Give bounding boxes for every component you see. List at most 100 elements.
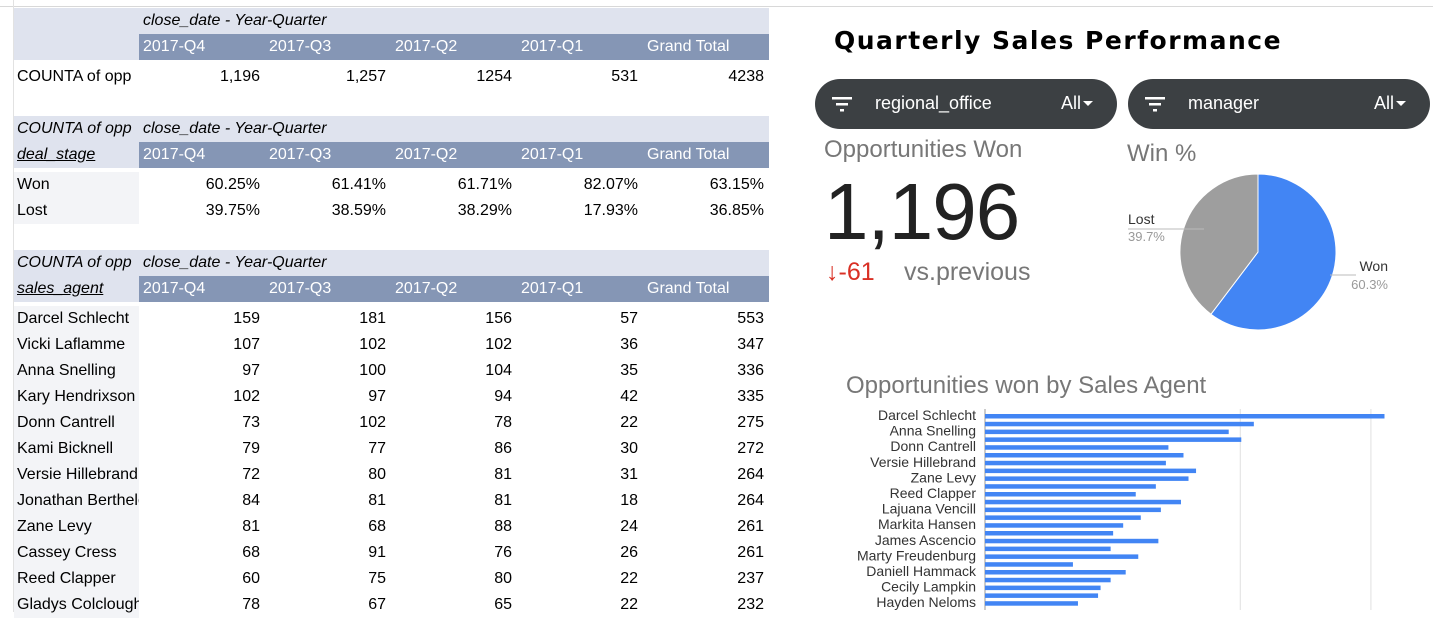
pivot1-q-2[interactable]: 2017-Q3 — [265, 34, 391, 60]
pivot3-row-label[interactable]: Anna Snelling — [14, 358, 139, 384]
pivot2-columns-label[interactable]: close_date - Year-Quarter — [139, 116, 769, 142]
pivot3-row-label[interactable]: Vicki Laflamme — [14, 332, 139, 358]
pivot3-q-5[interactable]: Grand Total — [643, 276, 769, 302]
pivot3-row-label[interactable]: Zane Levy — [14, 514, 139, 540]
pivot3-value[interactable]: 107 — [233, 336, 260, 353]
pivot3-value[interactable]: 24 — [620, 518, 638, 535]
pivot3-value[interactable]: 80 — [494, 570, 512, 587]
pivot3-value[interactable]: 22 — [620, 596, 638, 613]
pivot3-value[interactable]: 57 — [620, 310, 638, 327]
pivot1-value[interactable]: 4238 — [728, 68, 764, 85]
pivot2-row-label[interactable]: Won — [14, 172, 139, 198]
pivot3-value[interactable]: 181 — [359, 310, 386, 327]
pivot2-value[interactable]: 36.85% — [709, 202, 764, 219]
pivot3-row-header[interactable]: sales_agent — [14, 276, 139, 302]
pivot3-value[interactable]: 81 — [242, 518, 260, 535]
pivot2-value[interactable]: 17.93% — [583, 202, 638, 219]
pivot3-q-1[interactable]: 2017-Q4 — [139, 276, 265, 302]
pivot3-value[interactable]: 26 — [620, 544, 638, 561]
pivot3-value[interactable]: 97 — [368, 388, 386, 405]
pivot3-value[interactable]: 275 — [737, 414, 764, 431]
filter-regional-office[interactable]: regional_office All — [815, 79, 1117, 129]
pivot2-row-label[interactable]: Lost — [14, 198, 139, 224]
pivot1-q-3[interactable]: 2017-Q2 — [391, 34, 517, 60]
pivot3-value[interactable]: 347 — [737, 336, 764, 353]
pivot3-value[interactable]: 335 — [737, 388, 764, 405]
pivot3-value[interactable]: 102 — [233, 388, 260, 405]
pivot3-value[interactable]: 272 — [737, 440, 764, 457]
pivot3-row-label[interactable]: Jonathan Berthelot — [14, 488, 139, 514]
pivot3-value[interactable]: 65 — [494, 596, 512, 613]
pivot3-value[interactable]: 78 — [494, 414, 512, 431]
pivot3-value[interactable]: 97 — [242, 362, 260, 379]
pivot2-q-4[interactable]: 2017-Q1 — [517, 142, 643, 168]
pivot3-row-label[interactable]: Kary Hendrixson — [14, 384, 139, 410]
pivot2-q-2[interactable]: 2017-Q3 — [265, 142, 391, 168]
pivot2-row-header[interactable]: deal_stage — [14, 142, 139, 168]
pivot3-value[interactable]: 84 — [242, 492, 260, 509]
pivot3-value[interactable]: 102 — [359, 336, 386, 353]
pivot3-row-label[interactable]: Reed Clapper — [14, 566, 139, 592]
pivot1-columns-label[interactable]: close_date - Year-Quarter — [139, 8, 769, 34]
pivot1-value[interactable]: 1,196 — [219, 68, 260, 85]
pivot3-value[interactable]: 75 — [368, 570, 386, 587]
pivot3-value[interactable]: 104 — [485, 362, 512, 379]
pivot3-value[interactable]: 67 — [368, 596, 386, 613]
pivot2-q-5[interactable]: Grand Total — [643, 142, 769, 168]
pivot3-value[interactable]: 35 — [620, 362, 638, 379]
filter-manager[interactable]: manager All — [1128, 79, 1430, 129]
pivot2-value[interactable]: 63.15% — [709, 176, 764, 193]
pivot1-value[interactable]: 1,257 — [345, 68, 386, 85]
pivot3-value[interactable]: 68 — [368, 518, 386, 535]
pivot3-value[interactable]: 22 — [620, 570, 638, 587]
pivot3-value[interactable]: 88 — [494, 518, 512, 535]
pivot3-value[interactable]: 159 — [233, 310, 260, 327]
pivot2-value[interactable]: 61.41% — [331, 176, 386, 193]
pivot3-value[interactable]: 81 — [368, 492, 386, 509]
pivot3-value[interactable]: 30 — [620, 440, 638, 457]
pivot3-value[interactable]: 60 — [242, 570, 260, 587]
pivot3-value[interactable]: 237 — [737, 570, 764, 587]
pivot3-value[interactable]: 72 — [242, 466, 260, 483]
pivot3-row-label[interactable]: Darcel Schlecht — [14, 306, 139, 332]
pivot3-value[interactable]: 78 — [242, 596, 260, 613]
pivot3-q-3[interactable]: 2017-Q2 — [391, 276, 517, 302]
pivot3-value[interactable]: 81 — [494, 466, 512, 483]
pivot2-value[interactable]: 60.25% — [205, 176, 260, 193]
pivot3-value[interactable]: 94 — [494, 388, 512, 405]
pivot3-value[interactable]: 68 — [242, 544, 260, 561]
pivot3-metric[interactable]: COUNTA of opp — [14, 250, 139, 276]
pivot3-value[interactable]: 36 — [620, 336, 638, 353]
pivot3-value[interactable]: 156 — [485, 310, 512, 327]
pivot3-value[interactable]: 261 — [737, 544, 764, 561]
pivot3-value[interactable]: 76 — [494, 544, 512, 561]
pivot3-value[interactable]: 102 — [359, 414, 386, 431]
pivot3-value[interactable]: 261 — [737, 518, 764, 535]
pivot3-row-label[interactable]: Cassey Cress — [14, 540, 139, 566]
pivot2-value[interactable]: 38.59% — [331, 202, 386, 219]
pivot3-row-label[interactable]: Gladys Colclough — [14, 592, 139, 618]
pivot3-value[interactable]: 336 — [737, 362, 764, 379]
pivot3-q-4[interactable]: 2017-Q1 — [517, 276, 643, 302]
pivot3-value[interactable]: 73 — [242, 414, 260, 431]
pivot3-row-label[interactable]: Kami Bicknell — [14, 436, 139, 462]
pivot3-value[interactable]: 42 — [620, 388, 638, 405]
pivot3-value[interactable]: 18 — [620, 492, 638, 509]
pivot3-columns-label[interactable]: close_date - Year-Quarter — [139, 250, 769, 276]
pivot3-value[interactable]: 264 — [737, 466, 764, 483]
pivot1-q-4[interactable]: 2017-Q1 — [517, 34, 643, 60]
pivot3-value[interactable]: 22 — [620, 414, 638, 431]
pivot2-value[interactable]: 38.29% — [457, 202, 512, 219]
pivot3-value[interactable]: 553 — [737, 310, 764, 327]
pivot3-value[interactable]: 79 — [242, 440, 260, 457]
pivot2-value[interactable]: 82.07% — [583, 176, 638, 193]
pivot3-value[interactable]: 77 — [368, 440, 386, 457]
pivot3-value[interactable]: 232 — [737, 596, 764, 613]
pivot3-value[interactable]: 100 — [359, 362, 386, 379]
pivot3-value[interactable]: 264 — [737, 492, 764, 509]
pivot2-value[interactable]: 61.71% — [457, 176, 512, 193]
pivot1-row-label[interactable]: COUNTA of opp — [17, 68, 132, 85]
pivot2-value[interactable]: 39.75% — [205, 202, 260, 219]
pivot3-row-label[interactable]: Donn Cantrell — [14, 410, 139, 436]
pivot3-value[interactable]: 81 — [494, 492, 512, 509]
